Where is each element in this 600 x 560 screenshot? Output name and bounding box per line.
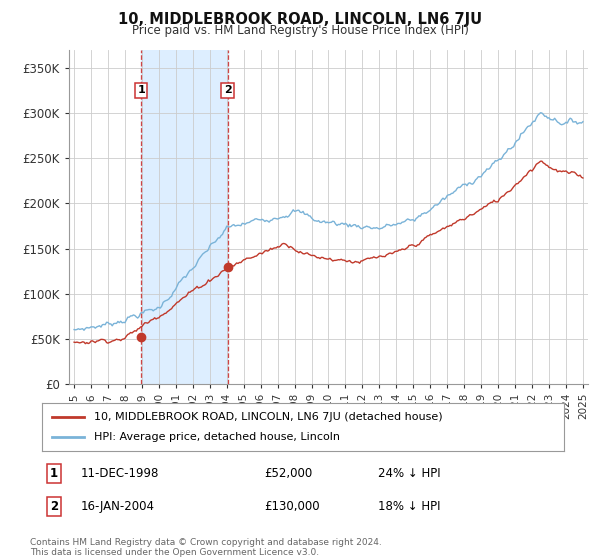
Text: £130,000: £130,000 (264, 500, 320, 514)
Text: 1: 1 (50, 466, 58, 480)
Text: 16-JAN-2004: 16-JAN-2004 (81, 500, 155, 514)
Text: Contains HM Land Registry data © Crown copyright and database right 2024.
This d: Contains HM Land Registry data © Crown c… (30, 538, 382, 557)
Text: 10, MIDDLEBROOK ROAD, LINCOLN, LN6 7JU (detached house): 10, MIDDLEBROOK ROAD, LINCOLN, LN6 7JU (… (94, 412, 443, 422)
Text: 11-DEC-1998: 11-DEC-1998 (81, 466, 160, 480)
Text: Price paid vs. HM Land Registry's House Price Index (HPI): Price paid vs. HM Land Registry's House … (131, 24, 469, 36)
Text: £52,000: £52,000 (264, 466, 312, 480)
Text: 1: 1 (137, 85, 145, 95)
Text: 2: 2 (224, 85, 232, 95)
Text: 24% ↓ HPI: 24% ↓ HPI (378, 466, 440, 480)
Bar (141, 50, 227, 384)
Text: HPI: Average price, detached house, Lincoln: HPI: Average price, detached house, Linc… (94, 432, 340, 442)
Text: 2: 2 (50, 500, 58, 514)
Text: 18% ↓ HPI: 18% ↓ HPI (378, 500, 440, 514)
Text: 10, MIDDLEBROOK ROAD, LINCOLN, LN6 7JU: 10, MIDDLEBROOK ROAD, LINCOLN, LN6 7JU (118, 12, 482, 27)
